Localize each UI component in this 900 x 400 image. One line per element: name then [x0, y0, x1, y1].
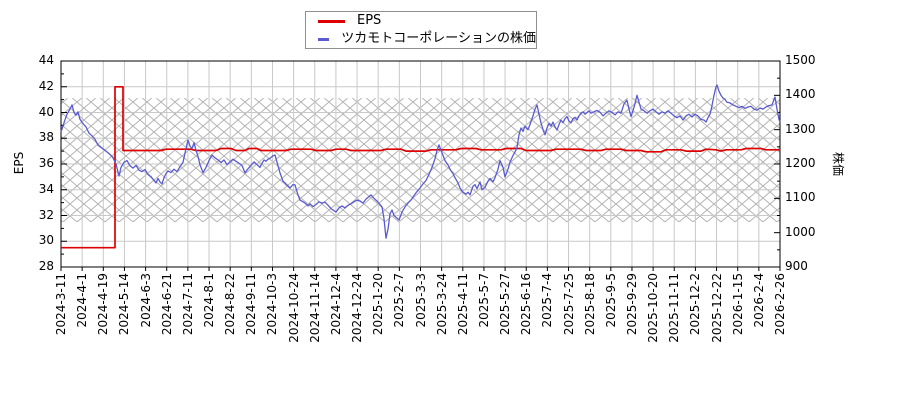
- series-line-stock: [60, 84, 781, 239]
- x-tick-label: 2024-10-24: [286, 273, 301, 343]
- eps-line-swatch-icon: [318, 19, 345, 23]
- x-tick-label: 2026-2-26: [773, 273, 787, 336]
- x-tick-label: 2025-11-11: [667, 273, 682, 343]
- y-left-tick-label: 42: [38, 78, 54, 93]
- x-tick-label: 2024-8-1: [202, 273, 217, 328]
- x-tick-label: 2025-12-2: [688, 273, 703, 336]
- y-right-tick-label: 1400: [785, 87, 816, 102]
- x-tick-label: 2024-6-21: [159, 273, 174, 336]
- y-left-tick-label: 36: [38, 156, 54, 170]
- legend-label-stock: ツカモトコーポレーションの株価: [341, 31, 536, 46]
- x-tick-label: 2025-10-20: [646, 273, 661, 343]
- y-left-tick-label: 32: [38, 207, 54, 222]
- x-tick-label: 2025-12-22: [709, 273, 724, 343]
- x-tick-label: 2026-1-15: [730, 273, 745, 336]
- x-tick-label: 2025-9-5: [603, 273, 618, 328]
- x-tick-label: 2025-9-29: [624, 273, 639, 336]
- x-tick-label: 2024-11-14: [307, 273, 322, 343]
- y-axis-label-right: 株価: [831, 151, 845, 176]
- y-left-tick-label: 44: [38, 53, 54, 67]
- legend-item-eps: EPS: [318, 12, 536, 30]
- y-left-tick-label: 38: [38, 130, 54, 145]
- y-left-tick-label: 28: [38, 259, 54, 273]
- y-right-tick-label: 1200: [785, 156, 816, 170]
- x-tick-label: 2025-6-16: [519, 273, 534, 336]
- y-left-tick-label: 40: [38, 104, 54, 119]
- x-tick-label: 2025-5-7: [476, 273, 491, 328]
- x-tick-label: 2025-3-3: [413, 273, 428, 328]
- y-left-tick-label: 34: [38, 181, 54, 196]
- x-tick-label: 2025-7-25: [561, 273, 576, 336]
- x-tick-label: 2024-10-3: [265, 273, 280, 336]
- x-tick-label: 2026-2-4: [751, 273, 766, 328]
- y-right-tick-label: 900: [785, 259, 808, 273]
- y-right-tick-label: 1500: [785, 53, 816, 67]
- y-left-tick-label: 30: [38, 233, 54, 248]
- x-tick-label: 2024-12-4: [328, 273, 343, 336]
- legend-item-stock: ツカモトコーポレーションの株価: [318, 30, 536, 48]
- stock-line-swatch-icon: [318, 37, 330, 41]
- x-tick-label: 2024-9-11: [244, 273, 259, 336]
- x-tick-label: 2024-8-22: [223, 273, 238, 336]
- y-right-tick-label: 1000: [785, 224, 816, 239]
- x-tick-label: 2025-8-18: [582, 273, 597, 336]
- x-tick-label: 2025-4-11: [455, 273, 470, 336]
- x-tick-label: 2024-12-24: [350, 273, 365, 343]
- y-right-tick-label: 1300: [785, 121, 816, 136]
- x-tick-label: 2025-1-20: [371, 273, 386, 336]
- series-line-eps: [61, 85, 780, 249]
- y-right-tick-label: 1100: [785, 190, 816, 205]
- x-tick-label: 2024-3-11: [54, 273, 68, 336]
- x-tick-label: 2025-7-4: [540, 273, 555, 328]
- x-tick-label: 2025-3-24: [434, 273, 449, 336]
- x-tick-label: 2024-7-11: [180, 273, 195, 336]
- x-tick-label: 2024-4-1: [75, 273, 90, 328]
- x-tick-label: 2025-2-7: [392, 273, 407, 328]
- x-tick-label: 2025-5-27: [498, 273, 513, 336]
- x-tick-label: 2024-5-14: [117, 273, 132, 336]
- legend: EPS ツカモトコーポレーションの株価: [305, 11, 537, 49]
- x-tick-label: 2024-4-19: [96, 273, 111, 336]
- legend-label-eps: EPS: [357, 13, 382, 28]
- x-tick-label: 2024-6-3: [138, 273, 153, 328]
